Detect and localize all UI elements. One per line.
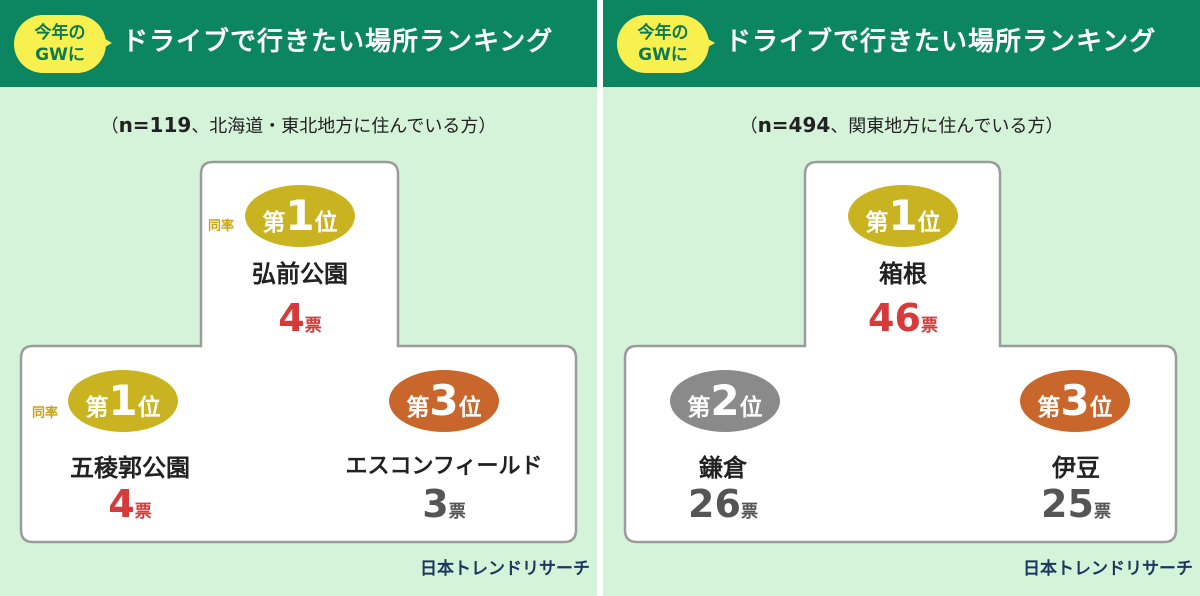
rank-suffix: 位 — [458, 395, 482, 421]
vote-number: 4 — [278, 296, 305, 340]
vote-unit: 票 — [740, 502, 758, 522]
vote-number: 3 — [422, 482, 449, 526]
speech-bubble-tail — [703, 36, 715, 50]
vote-count: 3票 — [330, 482, 558, 526]
rank-suffix: 位 — [137, 395, 161, 421]
vote-count: 26票 — [633, 482, 813, 526]
rank-suffix: 位 — [739, 395, 763, 421]
vote-count: 46票 — [803, 296, 1003, 340]
place-name: 鎌倉 — [699, 454, 747, 482]
bubble-text-line2: GWに — [638, 45, 688, 65]
vote-count: 25票 — [986, 482, 1166, 526]
rank-suffix: 位 — [917, 210, 941, 236]
place-name: 五稜郭公園 — [70, 454, 190, 482]
rank-prefix: 第 — [262, 210, 286, 236]
speech-bubble: 今年の GWに — [617, 15, 709, 73]
tie-label: 同率 — [208, 219, 235, 234]
survey-note: （n=119、北海道・東北地方に住んでいる方） — [0, 110, 597, 142]
rank-number: 2 — [710, 376, 740, 425]
vote-count: 4票 — [20, 482, 240, 526]
ranking-panel-kanto: 今年の GWに ドライブで行きたい場所ランキング （n=494、関東地方に住んで… — [603, 0, 1200, 596]
rank-number: 1 — [888, 191, 918, 240]
note-open-paren: （ — [739, 116, 758, 137]
place-name: 弘前公園 — [252, 260, 348, 288]
podium-shape — [623, 160, 1178, 544]
respondent-region: 、関東地方に住んでいる方） — [830, 116, 1064, 137]
panel-header: 今年の GWに ドライブで行きたい場所ランキング — [0, 0, 597, 87]
rank-suffix: 位 — [1089, 395, 1113, 421]
respondent-region: 、北海道・東北地方に住んでいる方） — [191, 116, 497, 137]
rank-3-medal: 第3位 — [389, 370, 499, 432]
rank-1-medal: 第1位 — [848, 185, 958, 247]
vote-count: 4票 — [200, 296, 400, 340]
place-name: エスコンフィールド — [345, 454, 543, 479]
page-title: ドライブで行きたい場所ランキング — [725, 27, 1157, 57]
bubble-text-line1: 今年の — [34, 23, 86, 43]
rank-number: 3 — [1060, 376, 1090, 425]
vote-number: 26 — [688, 482, 741, 526]
vote-number: 46 — [868, 296, 921, 340]
rank-number: 1 — [108, 376, 138, 425]
rank-number: 3 — [429, 376, 459, 425]
survey-note: （n=494、関東地方に住んでいる方） — [603, 110, 1200, 142]
note-open-paren: （ — [100, 116, 119, 137]
speech-bubble: 今年の GWに — [14, 15, 106, 73]
vote-unit: 票 — [134, 502, 152, 522]
source-credit-logo: 日本トレンドリサーチ — [1023, 559, 1193, 579]
ranking-panel-hokkaido-tohoku: 今年の GWに ドライブで行きたい場所ランキング （n=119、北海道・東北地方… — [0, 0, 597, 596]
rank-prefix: 第 — [687, 395, 711, 421]
rank-prefix: 第 — [85, 395, 109, 421]
rank-2-medal: 第2位 — [670, 370, 780, 432]
vote-number: 4 — [108, 482, 135, 526]
bubble-text-line1: 今年の — [637, 23, 689, 43]
rank-3-medal: 第3位 — [1020, 370, 1130, 432]
vote-unit: 票 — [1093, 502, 1111, 522]
vote-unit: 票 — [448, 502, 466, 522]
sample-size: n=494 — [757, 113, 831, 137]
source-credit-logo: 日本トレンドリサーチ — [420, 559, 590, 579]
vote-unit: 票 — [920, 316, 938, 336]
speech-bubble-tail — [100, 36, 112, 50]
place-name: 伊豆 — [1052, 454, 1100, 482]
rank-prefix: 第 — [406, 395, 430, 421]
sample-size: n=119 — [118, 113, 192, 137]
vote-unit: 票 — [304, 316, 322, 336]
vote-number: 25 — [1041, 482, 1094, 526]
tie-label: 同率 — [32, 406, 59, 421]
podium-shape — [19, 160, 578, 544]
rank-prefix: 第 — [865, 210, 889, 236]
page-title: ドライブで行きたい場所ランキング — [122, 27, 554, 57]
rank-number: 1 — [285, 191, 315, 240]
rank-1-medal: 第1位 — [245, 185, 355, 247]
bubble-text-line2: GWに — [35, 45, 85, 65]
rank-suffix: 位 — [314, 210, 338, 236]
place-name: 箱根 — [879, 260, 927, 288]
rank-prefix: 第 — [1037, 395, 1061, 421]
panel-header: 今年の GWに ドライブで行きたい場所ランキング — [603, 0, 1200, 87]
rank-1-medal: 第1位 — [68, 370, 178, 432]
